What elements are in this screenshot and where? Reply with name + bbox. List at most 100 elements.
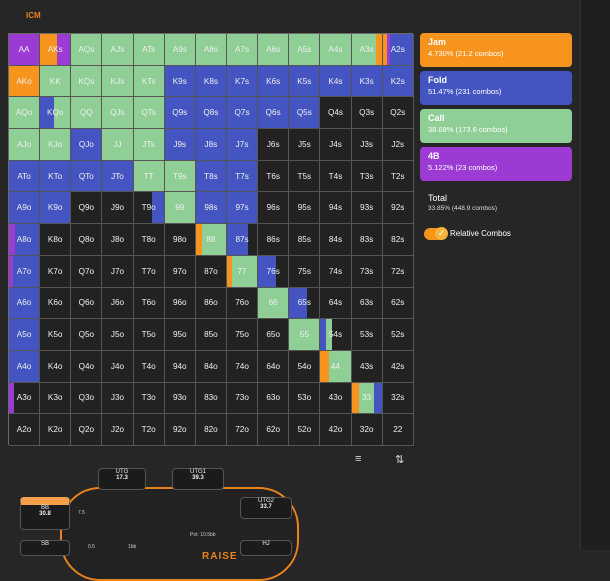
hand-cell[interactable]: 74s — [320, 255, 352, 288]
hand-cell[interactable]: A4s — [320, 34, 352, 66]
hand-cell[interactable]: K5o — [40, 319, 72, 351]
hand-cell[interactable]: T6o — [133, 287, 165, 320]
hand-cell[interactable]: K6s — [258, 65, 290, 98]
hand-cell[interactable]: 87o — [195, 255, 227, 288]
hand-cell[interactable]: 72s — [382, 255, 414, 288]
hand-cell[interactable]: AKs — [40, 34, 72, 66]
hand-cell[interactable]: A9o — [9, 192, 41, 225]
hand-cell[interactable]: Q6s — [258, 97, 290, 130]
hand-cell[interactable]: 64o — [258, 350, 290, 383]
hand-cell[interactable]: KQo — [40, 97, 72, 130]
hand-cell[interactable]: A4o — [9, 350, 41, 383]
hand-cell[interactable]: 62s — [382, 287, 414, 320]
hand-cell[interactable]: Q7o — [71, 255, 103, 288]
hand-cell[interactable]: 42s — [382, 350, 414, 383]
hand-cell[interactable]: 62o — [258, 414, 290, 446]
hand-cell[interactable]: 64s — [320, 287, 352, 320]
hand-cell[interactable]: J4o — [102, 350, 134, 383]
hand-cell[interactable]: 94s — [320, 192, 352, 225]
hand-cell[interactable]: J2s — [382, 129, 414, 161]
hand-cell[interactable]: AQo — [9, 97, 41, 130]
hand-cell[interactable]: TT — [133, 160, 165, 193]
hand-cell[interactable]: 82s — [382, 224, 414, 256]
hand-cell[interactable]: J6s — [258, 129, 290, 161]
hand-cell[interactable]: 52o — [289, 414, 321, 446]
hand-cell[interactable]: 98s — [195, 192, 227, 225]
hand-cell[interactable]: QJo — [71, 129, 103, 161]
hand-cell[interactable]: 44 — [320, 350, 352, 383]
hand-cell[interactable]: T9s — [164, 160, 196, 193]
legend-fold[interactable]: Fold 51.47% (231 combos) — [420, 71, 572, 105]
hand-cell[interactable]: Q4o — [71, 350, 103, 383]
hand-cell[interactable]: KK — [40, 65, 72, 98]
hand-cell[interactable]: K4s — [320, 65, 352, 98]
hand-cell[interactable]: Q8s — [195, 97, 227, 130]
hand-cell[interactable]: 66 — [258, 287, 290, 320]
hand-cell[interactable]: Q9o — [71, 192, 103, 225]
hand-cell[interactable]: 86s — [258, 224, 290, 256]
hand-cell[interactable]: 98o — [164, 224, 196, 256]
hand-cell[interactable]: K6o — [40, 287, 72, 320]
hand-cell[interactable]: 73s — [351, 255, 383, 288]
hand-cell[interactable]: 83o — [195, 382, 227, 415]
hand-cell[interactable]: 88 — [195, 224, 227, 256]
hand-cell[interactable]: J5s — [289, 129, 321, 161]
hand-cell[interactable]: AA — [9, 34, 41, 66]
hand-cell[interactable]: T4s — [320, 160, 352, 193]
hand-cell[interactable]: 82o — [195, 414, 227, 446]
hand-cell[interactable]: Q4s — [320, 97, 352, 130]
hand-cell[interactable]: 93o — [164, 382, 196, 415]
hand-cell[interactable]: A3s — [351, 34, 383, 66]
hand-cell[interactable]: QTs — [133, 97, 165, 130]
hand-cell[interactable]: T5o — [133, 319, 165, 351]
hand-cell[interactable]: K7s — [226, 65, 259, 98]
hand-cell[interactable]: 92o — [164, 414, 196, 446]
legend-4b[interactable]: 4B 5.122% (23 combos) — [420, 147, 572, 181]
hand-cell[interactable]: J6o — [102, 287, 134, 320]
hand-cell[interactable]: 53o — [289, 382, 321, 415]
hand-cell[interactable]: K4o — [40, 350, 72, 383]
hand-cell[interactable]: 54s — [320, 319, 352, 351]
hand-cell[interactable]: 33 — [351, 382, 383, 415]
hand-cell[interactable]: 75s — [289, 255, 321, 288]
hand-cell[interactable]: 65s — [289, 287, 321, 320]
hand-cell[interactable]: QQ — [71, 97, 103, 130]
hand-cell[interactable]: 76s — [258, 255, 290, 288]
hand-cell[interactable]: A8o — [9, 224, 41, 256]
hand-cell[interactable]: A6o — [9, 287, 41, 320]
hand-cell[interactable]: KQs — [71, 65, 103, 98]
hand-cell[interactable]: 96s — [258, 192, 290, 225]
hand-cell[interactable]: 74o — [226, 350, 259, 383]
hand-cell[interactable]: A7o — [9, 255, 41, 288]
hand-cell[interactable]: KJs — [102, 65, 134, 98]
hand-cell[interactable]: 84s — [320, 224, 352, 256]
hand-cell[interactable]: 85o — [195, 319, 227, 351]
hand-cell[interactable]: 54o — [289, 350, 321, 383]
hand-cell[interactable]: 22 — [382, 414, 414, 446]
hand-cell[interactable]: 95o — [164, 319, 196, 351]
hand-cell[interactable]: T5s — [289, 160, 321, 193]
legend-jam[interactable]: Jam 4.730% (21.2 combos) — [420, 33, 572, 67]
hand-cell[interactable]: 63s — [351, 287, 383, 320]
sort-icon[interactable]: ⇅ — [395, 454, 405, 466]
hand-cell[interactable]: 76o — [226, 287, 259, 320]
hand-cell[interactable]: J5o — [102, 319, 134, 351]
hand-cell[interactable]: J8o — [102, 224, 134, 256]
hand-cell[interactable]: 32s — [382, 382, 414, 415]
hand-cell[interactable]: K2o — [40, 414, 72, 446]
hand-cell[interactable]: T7o — [133, 255, 165, 288]
hand-cell[interactable]: J3s — [351, 129, 383, 161]
hand-cell[interactable]: 43s — [351, 350, 383, 383]
hand-cell[interactable]: KJo — [40, 129, 72, 161]
hand-cell[interactable]: 63o — [258, 382, 290, 415]
hand-cell[interactable]: T2s — [382, 160, 414, 193]
seat-bb[interactable]: BB 30.8 — [20, 497, 70, 530]
hand-cell[interactable]: 87s — [226, 224, 259, 256]
hand-cell[interactable]: JTs — [133, 129, 165, 161]
hand-cell[interactable]: JTo — [102, 160, 134, 193]
hand-cell[interactable]: A8s — [195, 34, 227, 66]
hand-cell[interactable]: J2o — [102, 414, 134, 446]
hand-cell[interactable]: 53s — [351, 319, 383, 351]
hand-cell[interactable]: K3o — [40, 382, 72, 415]
hand-cell[interactable]: KTs — [133, 65, 165, 98]
